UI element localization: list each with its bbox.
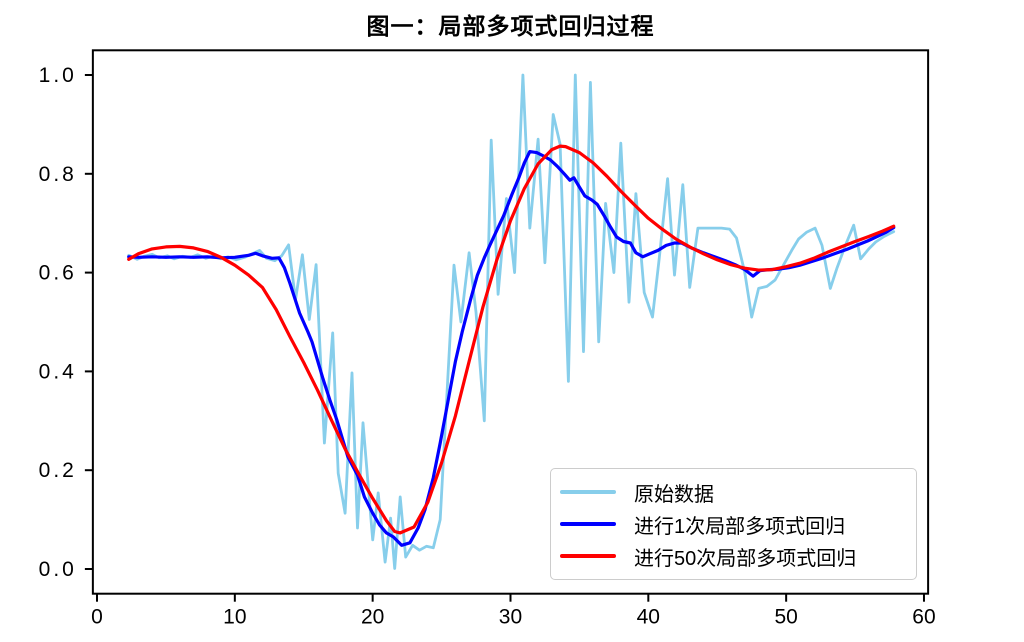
x-tick-label: 10 [223, 606, 246, 629]
legend-label-raw: 原始数据 [634, 483, 714, 506]
x-tick-label: 20 [361, 606, 384, 629]
legend-label-fit1: 进行1次局部多项式回归 [634, 515, 846, 538]
legend-entry-fit1: 进行1次局部多项式回归 [551, 510, 916, 539]
x-tick-label: 30 [499, 606, 522, 629]
legend-entry-raw: 原始数据 [551, 478, 916, 507]
y-tick-label: 1.0 [39, 64, 77, 87]
series-line-0 [127, 73, 896, 570]
x-tick-label: 50 [774, 606, 797, 629]
fit50-line-sample-icon [560, 554, 616, 558]
x-tick-label: 60 [912, 606, 935, 629]
y-tick-label: 0.6 [39, 262, 77, 285]
x-tick-label: 0 [91, 606, 103, 629]
legend-entry-fit50: 进行50次局部多项式回归 [551, 542, 916, 571]
fit1-line-sample-icon [560, 522, 616, 526]
y-tick-label: 0.8 [39, 163, 77, 186]
y-tick-label: 0.4 [39, 360, 77, 383]
chart-title: 图一：局部多项式回归过程 [366, 13, 655, 39]
series-line-2 [127, 144, 896, 535]
y-tick-label: 0.0 [39, 558, 77, 581]
x-tick-label: 40 [637, 606, 660, 629]
raw-line-sample-icon [560, 490, 616, 494]
y-tick-label: 0.2 [39, 459, 77, 482]
legend: 原始数据 进行1次局部多项式回归 进行50次局部多项式回归 [550, 468, 917, 580]
legend-label-fit50: 进行50次局部多项式回归 [634, 547, 857, 570]
